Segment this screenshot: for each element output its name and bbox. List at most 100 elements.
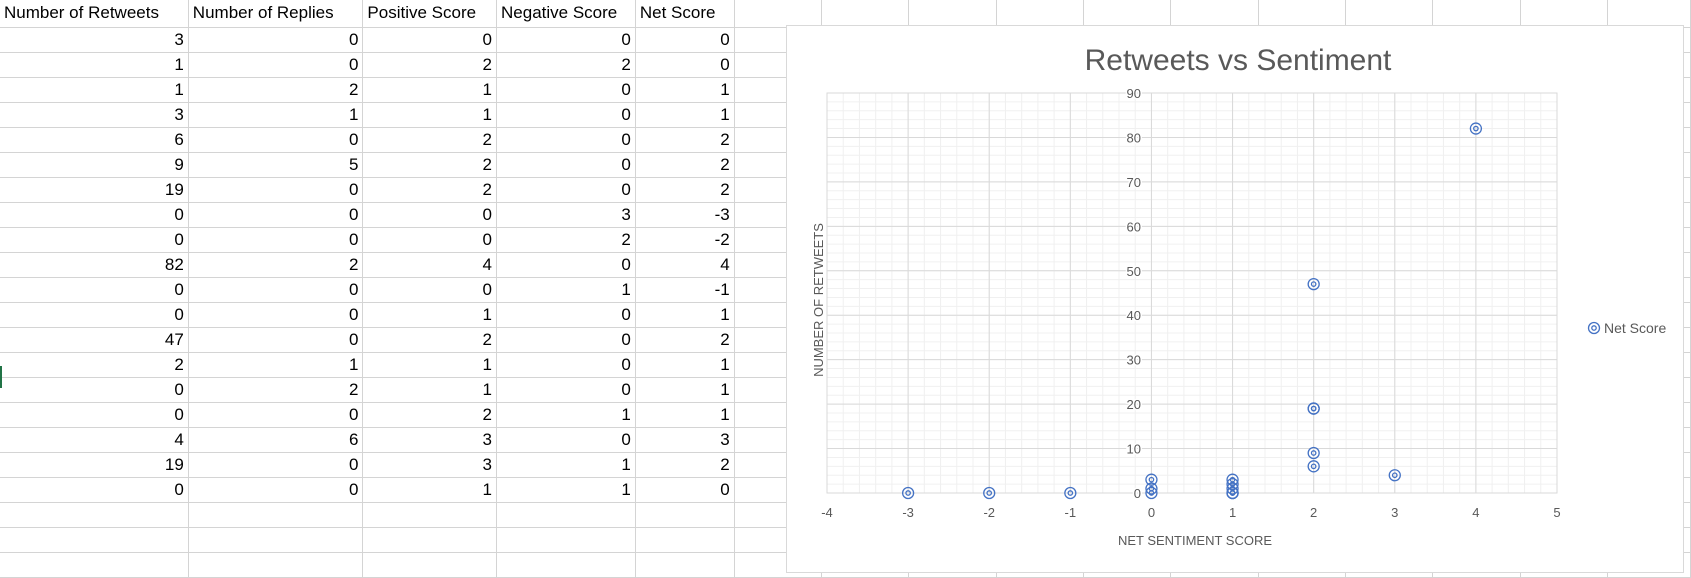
data-point[interactable]	[983, 486, 996, 500]
cell-net[interactable]: 1	[635, 402, 735, 428]
cell-replies[interactable]: 0	[188, 277, 364, 303]
cell-replies[interactable]: 0	[188, 202, 364, 228]
cell-replies[interactable]: 0	[188, 302, 364, 328]
cell-retweets[interactable]: 0	[0, 202, 189, 228]
cell-replies[interactable]: 2	[188, 77, 364, 103]
empty-cell[interactable]	[734, 0, 823, 28]
data-point[interactable]	[1307, 460, 1320, 473]
cell-positive[interactable]: 2	[362, 52, 498, 78]
cell-net[interactable]: 1	[635, 102, 735, 128]
cell-positive[interactable]: 1	[362, 477, 498, 503]
cell-retweets[interactable]: 2	[0, 352, 189, 378]
cell-positive[interactable]: 1	[362, 302, 498, 328]
data-point[interactable]	[1307, 402, 1320, 415]
cell-positive[interactable]: 1	[362, 77, 498, 103]
cell-positive[interactable]: 3	[362, 427, 498, 453]
cell-positive[interactable]: 2	[362, 127, 498, 153]
cell-replies[interactable]: 6	[188, 427, 364, 453]
cell-net[interactable]: 3	[635, 427, 735, 453]
cell-retweets[interactable]: 19	[0, 452, 189, 478]
empty-cell[interactable]	[496, 527, 636, 553]
legend[interactable]: Net Score	[1587, 320, 1667, 336]
cell-positive[interactable]: 1	[362, 102, 498, 128]
data-point[interactable]	[1307, 277, 1320, 291]
cell-positive[interactable]: 2	[362, 327, 498, 353]
empty-cell[interactable]	[188, 502, 364, 528]
data-point[interactable]	[1064, 486, 1077, 500]
cell-replies[interactable]: 1	[188, 102, 364, 128]
cell-negative[interactable]: 0	[496, 352, 636, 378]
cell-replies[interactable]: 1	[188, 352, 364, 378]
cell-retweets[interactable]: 6	[0, 127, 189, 153]
cell-replies[interactable]: 0	[188, 177, 364, 203]
empty-cell[interactable]	[635, 552, 735, 578]
empty-cell[interactable]	[908, 0, 997, 28]
cell-negative[interactable]: 0	[496, 77, 636, 103]
cell-retweets[interactable]: 82	[0, 252, 189, 278]
cell-net[interactable]: 2	[635, 177, 735, 203]
empty-cell[interactable]	[0, 552, 189, 578]
cell-positive[interactable]: 1	[362, 352, 498, 378]
empty-cell[interactable]	[1520, 0, 1608, 28]
empty-cell[interactable]	[1345, 0, 1434, 28]
cell-positive[interactable]: 0	[362, 277, 498, 303]
cell-retweets[interactable]: 1	[0, 52, 189, 78]
cell-positive[interactable]: 2	[362, 402, 498, 428]
cell-negative[interactable]: 1	[496, 452, 636, 478]
cell-negative[interactable]: 0	[496, 327, 636, 353]
cell-positive[interactable]: 0	[362, 27, 498, 53]
cell-replies[interactable]: 0	[188, 452, 364, 478]
cell-replies[interactable]: 0	[188, 227, 364, 253]
header-cell-positive[interactable]: Positive Score	[362, 0, 498, 28]
header-cell-retweets[interactable]: Number of Retweets	[0, 0, 189, 28]
empty-cell[interactable]	[0, 527, 189, 553]
header-cell-negative[interactable]: Negative Score	[496, 0, 636, 28]
empty-cell[interactable]	[1170, 0, 1259, 28]
cell-net[interactable]: -2	[635, 227, 735, 253]
cell-retweets[interactable]: 9	[0, 152, 189, 178]
cell-positive[interactable]: 4	[362, 252, 498, 278]
scatter-chart[interactable]: -4 -3 -2 -1 0 1 2 3 4 5 0 10 20 30 40 50 60 70 80 90 Retwe…	[786, 25, 1684, 573]
cell-negative[interactable]: 3	[496, 202, 636, 228]
cell-positive[interactable]: 0	[362, 227, 498, 253]
cell-net[interactable]: 1	[635, 352, 735, 378]
cell-negative[interactable]: 1	[496, 277, 636, 303]
cell-replies[interactable]: 0	[188, 52, 364, 78]
cell-negative[interactable]: 0	[496, 252, 636, 278]
cell-net[interactable]: 1	[635, 77, 735, 103]
data-point[interactable]	[901, 486, 915, 500]
data-point[interactable]	[1469, 122, 1483, 135]
cell-replies[interactable]: 0	[188, 27, 364, 53]
cell-positive[interactable]: 2	[362, 152, 498, 178]
empty-cell[interactable]	[1083, 0, 1172, 28]
empty-cell[interactable]	[496, 552, 636, 578]
cell-retweets[interactable]: 0	[0, 402, 189, 428]
cell-net[interactable]: 0	[635, 52, 735, 78]
cell-negative[interactable]: 0	[496, 127, 636, 153]
cell-negative[interactable]: 0	[496, 427, 636, 453]
empty-cell[interactable]	[0, 502, 189, 528]
empty-cell[interactable]	[362, 552, 498, 578]
cell-net[interactable]: 1	[635, 302, 735, 328]
cell-replies[interactable]: 0	[188, 127, 364, 153]
data-point[interactable]	[1226, 477, 1239, 491]
data-point[interactable]	[1388, 469, 1401, 482]
cell-replies[interactable]: 2	[188, 377, 364, 403]
cell-net[interactable]: 0	[635, 27, 735, 53]
cell-retweets[interactable]: 47	[0, 327, 189, 353]
cell-net[interactable]: 2	[635, 327, 735, 353]
empty-cell[interactable]	[635, 527, 735, 553]
empty-cell[interactable]	[635, 502, 735, 528]
cell-negative[interactable]: 0	[496, 27, 636, 53]
cell-net[interactable]: 2	[635, 452, 735, 478]
empty-cell[interactable]	[821, 0, 910, 28]
data-point[interactable]	[1226, 486, 1239, 500]
cell-negative[interactable]: 2	[496, 52, 636, 78]
empty-cell[interactable]	[188, 527, 364, 553]
cell-negative[interactable]: 2	[496, 227, 636, 253]
cell-retweets[interactable]: 0	[0, 227, 189, 253]
cell-retweets[interactable]: 4	[0, 427, 189, 453]
cell-retweets[interactable]: 3	[0, 27, 189, 53]
cell-negative[interactable]: 0	[496, 102, 636, 128]
cell-replies[interactable]: 0	[188, 402, 364, 428]
